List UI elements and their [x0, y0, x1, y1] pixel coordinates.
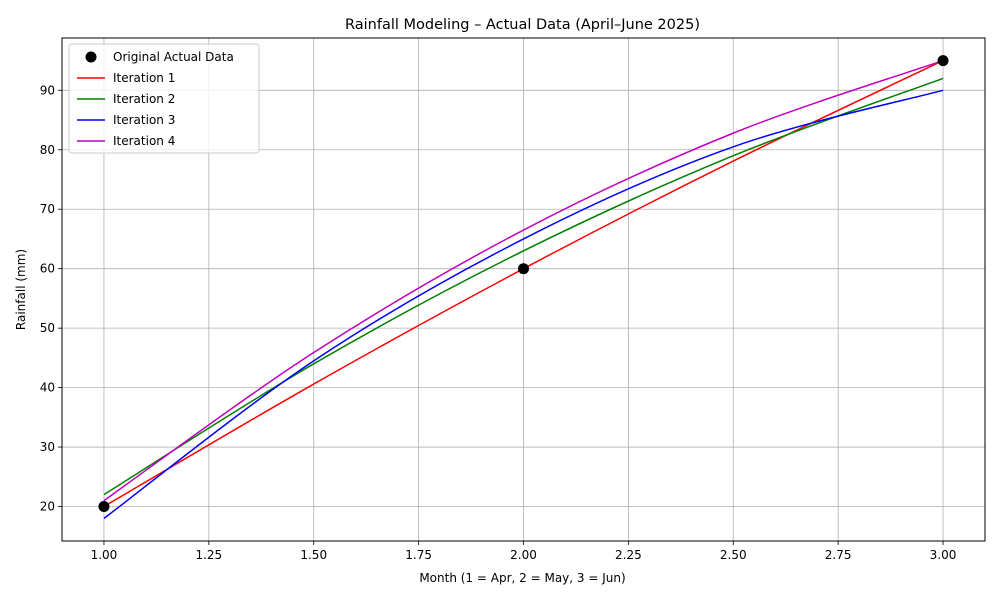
- y-tick-label: 20: [40, 500, 55, 514]
- y-axis: 20 30 40 50 60 70 80 90: [40, 83, 62, 514]
- x-tick-label: 2.75: [825, 548, 852, 562]
- y-tick-label: 60: [40, 262, 55, 276]
- legend-box: [68, 43, 260, 154]
- series-line-iteration-2: [103, 77, 944, 496]
- y-tick-label: 30: [40, 440, 55, 454]
- legend-label: Iteration 4: [113, 134, 175, 148]
- x-axis: 1.00 1.25 1.50 1.75 2.00 2.25 2.50 2.75 3.00: [91, 541, 957, 562]
- x-tick-label: 2.25: [615, 548, 642, 562]
- series-line-iteration-3: [103, 89, 944, 520]
- x-tick-label: 1.50: [300, 548, 327, 562]
- x-tick-label: 1.25: [195, 548, 222, 562]
- points-layer: [98, 55, 949, 513]
- legend-label: Iteration 1: [113, 71, 175, 85]
- legend-label: Original Actual Data: [113, 50, 234, 64]
- legend-label: Iteration 2: [113, 92, 175, 106]
- x-tick-label: 1.00: [91, 548, 118, 562]
- x-tick-label: 2.50: [720, 548, 747, 562]
- legend: Original Actual Data Iteration 1 Iteration…: [68, 43, 260, 154]
- legend-marker-points: [85, 51, 97, 63]
- x-tick-label: 3.00: [930, 548, 957, 562]
- y-tick-label: 40: [40, 381, 55, 395]
- y-tick-label: 50: [40, 321, 55, 335]
- data-point: [98, 501, 110, 513]
- x-axis-label: Month (1 = Apr, 2 = May, 3 = Jun): [419, 571, 625, 585]
- data-point: [937, 55, 949, 67]
- chart-title: Rainfall Modeling – Actual Data (April–J…: [345, 17, 700, 33]
- y-tick-label: 80: [40, 143, 55, 157]
- y-axis-label: Rainfall (mm): [14, 249, 28, 330]
- data-point: [518, 263, 529, 275]
- y-tick-label: 90: [40, 83, 55, 97]
- x-tick-label: 1.75: [405, 548, 432, 562]
- legend-label: Iteration 3: [113, 113, 175, 127]
- x-tick-label: 2.00: [510, 548, 537, 562]
- y-tick-label: 70: [40, 202, 55, 216]
- series-line-iteration-4: [103, 59, 944, 502]
